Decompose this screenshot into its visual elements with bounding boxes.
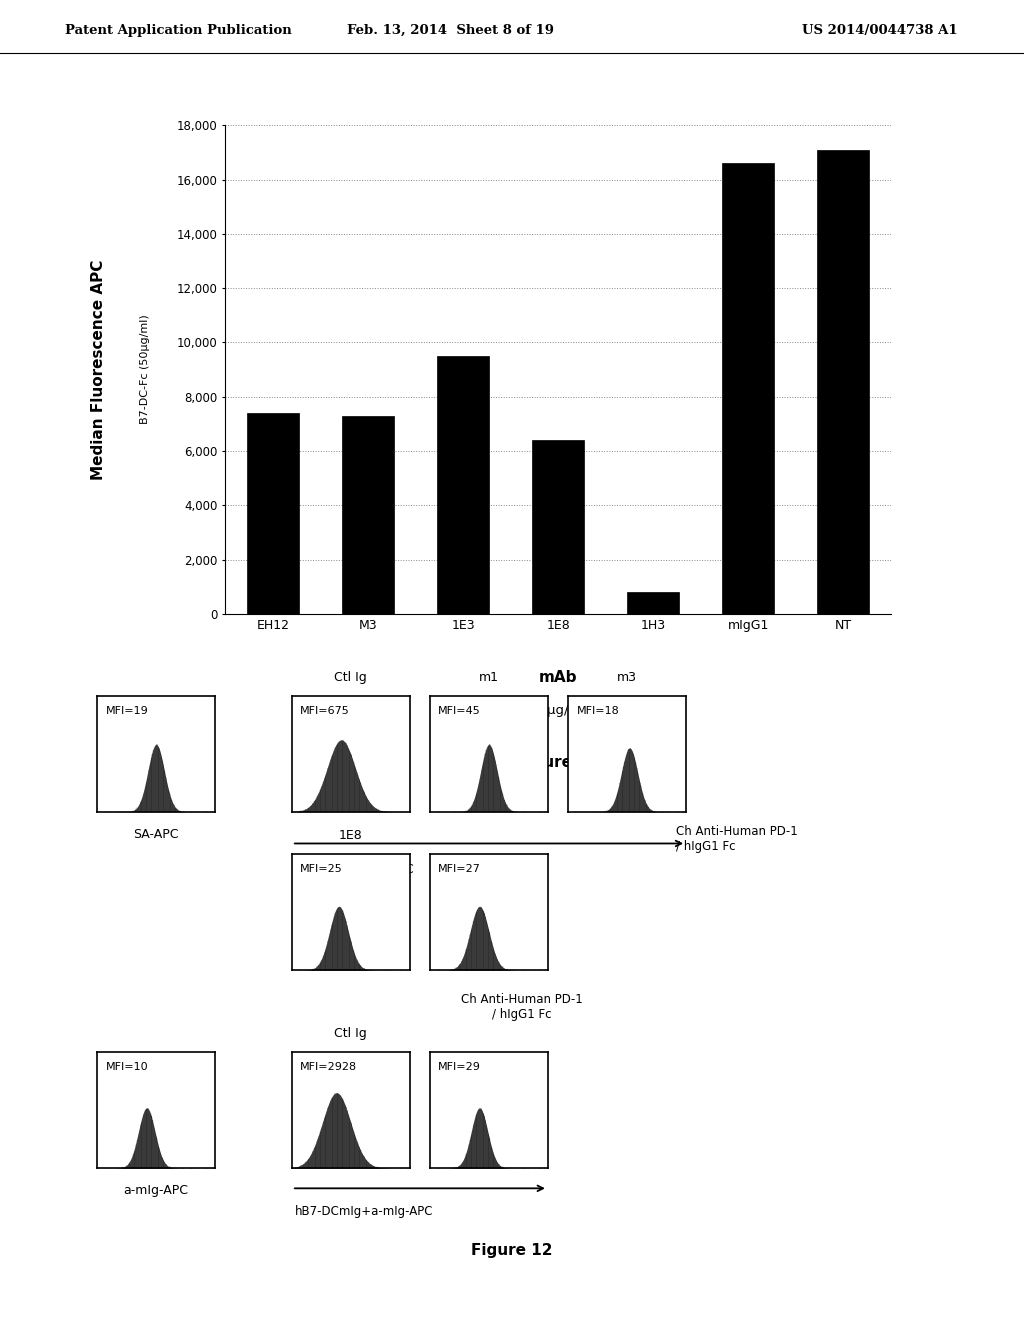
Text: SA-APC: SA-APC	[133, 828, 179, 841]
Text: m3: m3	[617, 671, 637, 684]
Text: MFI=25: MFI=25	[300, 865, 343, 874]
Text: MFI=19: MFI=19	[105, 706, 148, 715]
Text: a-mIg-APC: a-mIg-APC	[124, 1184, 188, 1197]
Bar	[531, 440, 585, 614]
Bar	[247, 413, 299, 614]
Bar	[342, 416, 394, 614]
Text: Ch Anti-Human PD-1
/ hIgG1 Fc: Ch Anti-Human PD-1 / hIgG1 Fc	[676, 825, 798, 853]
Bar	[817, 149, 869, 614]
Text: Feb. 13, 2014  Sheet 8 of 19: Feb. 13, 2014 Sheet 8 of 19	[347, 24, 554, 37]
Text: MFI=45: MFI=45	[438, 706, 481, 715]
Text: hB7-H1-bio+SA-APC: hB7-H1-bio+SA-APC	[296, 863, 415, 876]
Text: Ctl Ig: Ctl Ig	[335, 1027, 367, 1040]
Text: 1E8: 1E8	[339, 829, 362, 842]
Text: Patent Application Publication: Patent Application Publication	[65, 24, 291, 37]
Text: Ch Anti-Human PD-1
/ hIgG1 Fc: Ch Anti-Human PD-1 / hIgG1 Fc	[462, 993, 583, 1020]
Text: MFI=27: MFI=27	[438, 865, 481, 874]
Text: Figure 11: Figure 11	[517, 755, 599, 771]
Text: Ctl Ig: Ctl Ig	[335, 671, 367, 684]
Text: MFI=29: MFI=29	[438, 1063, 481, 1072]
Text: B7-DC-Fc (50μg/ml): B7-DC-Fc (50μg/ml)	[140, 314, 151, 425]
Text: mAb: mAb	[539, 671, 578, 685]
Text: MFI=18: MFI=18	[577, 706, 620, 715]
Text: Figure 12: Figure 12	[471, 1242, 553, 1258]
Text: MFI=10: MFI=10	[105, 1063, 148, 1072]
Bar	[627, 593, 679, 614]
Text: MFI=2928: MFI=2928	[300, 1063, 357, 1072]
Text: US 2014/0044738 A1: US 2014/0044738 A1	[802, 24, 957, 37]
Text: Median Fluorescence APC: Median Fluorescence APC	[91, 260, 106, 479]
Bar	[722, 164, 774, 614]
Text: MFI=675: MFI=675	[300, 706, 350, 715]
Text: hB7-DCmIg+a-mIg-APC: hB7-DCmIg+a-mIg-APC	[295, 1205, 433, 1218]
Bar	[437, 356, 489, 614]
Text: (20μg/ml): (20μg/ml)	[525, 704, 591, 717]
Text: m1: m1	[479, 671, 499, 684]
